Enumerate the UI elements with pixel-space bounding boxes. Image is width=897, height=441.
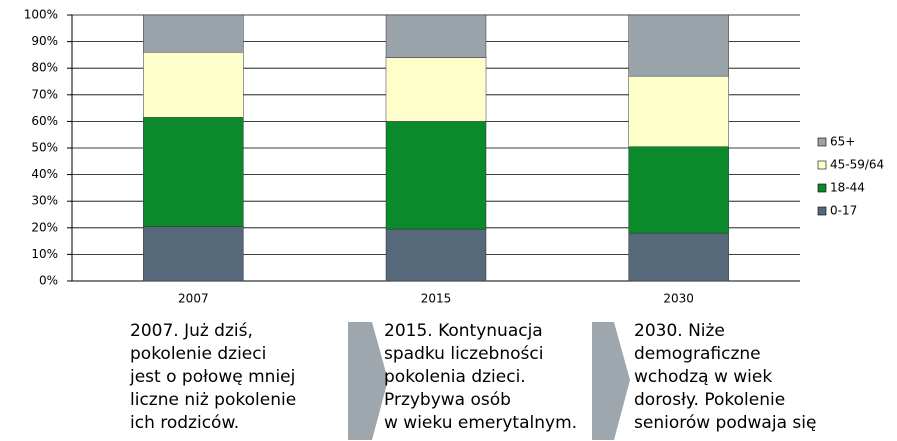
caption-line: ich rodziców. <box>130 413 239 433</box>
y-tick-label: 60% <box>31 114 58 128</box>
legend-swatch <box>817 160 827 170</box>
caption-line: wchodzą w wiek <box>634 367 772 387</box>
caption-line: dorosły. Pokolenie <box>634 390 785 410</box>
caption-line: 2030. Niże <box>634 321 725 341</box>
caption-line: 2015. Kontynuacja <box>384 321 543 341</box>
caption-line: Przybywa osób <box>384 390 511 410</box>
bar-segment <box>385 14 487 58</box>
bar-segment <box>143 14 244 53</box>
y-tick-label: 50% <box>31 141 58 155</box>
y-tick-label: 80% <box>31 61 58 75</box>
bar-segment <box>385 121 487 230</box>
bar-segment <box>143 117 244 227</box>
caption-line: demograficzne <box>634 344 761 364</box>
y-tick-label: 70% <box>31 87 58 101</box>
caption-line: spadku liczebności <box>384 344 543 364</box>
bar-segment <box>628 146 729 234</box>
y-tick-label: 90% <box>31 34 58 48</box>
legend-swatch <box>817 183 827 193</box>
y-tick-label: 0% <box>39 274 58 288</box>
caption-line: pokolenia dzieci. <box>384 367 526 387</box>
legend-swatch <box>817 137 827 147</box>
x-tick-label: 2030 <box>663 292 694 306</box>
y-tick-label: 10% <box>31 247 58 261</box>
bar-segment <box>628 14 729 77</box>
x-tick-label: 2015 <box>421 292 452 306</box>
y-tick-label: 100% <box>24 8 58 22</box>
arrow <box>348 322 388 440</box>
bar-segment <box>143 51 244 118</box>
legend-label: 0-17 <box>830 204 857 218</box>
y-tick-label: 30% <box>31 194 58 208</box>
caption-line: pokolenie dzieci <box>130 344 266 364</box>
caption-line: liczne niż pokolenie <box>130 390 296 410</box>
legend-label: 45-59/64 <box>830 158 884 172</box>
caption-line: seniorów podwaja się <box>634 413 816 433</box>
x-tick-label: 2007 <box>178 292 209 306</box>
arrow <box>592 322 630 440</box>
bar-segment <box>143 226 244 282</box>
y-tick-label: 40% <box>31 167 58 181</box>
legend-swatch <box>817 206 827 216</box>
caption-line: jest o połowę mniej <box>129 367 295 387</box>
caption-line: w wieku emerytalnym. <box>384 413 577 433</box>
legend-label: 65+ <box>830 135 855 149</box>
legend-label: 18-44 <box>830 181 865 195</box>
bar-segment <box>628 232 729 282</box>
caption-line: 2007. Już dziś, <box>130 321 253 341</box>
bar-segment <box>385 228 487 282</box>
bar-segment <box>628 75 729 147</box>
y-tick-label: 20% <box>31 220 58 234</box>
bar-segment <box>385 57 487 122</box>
